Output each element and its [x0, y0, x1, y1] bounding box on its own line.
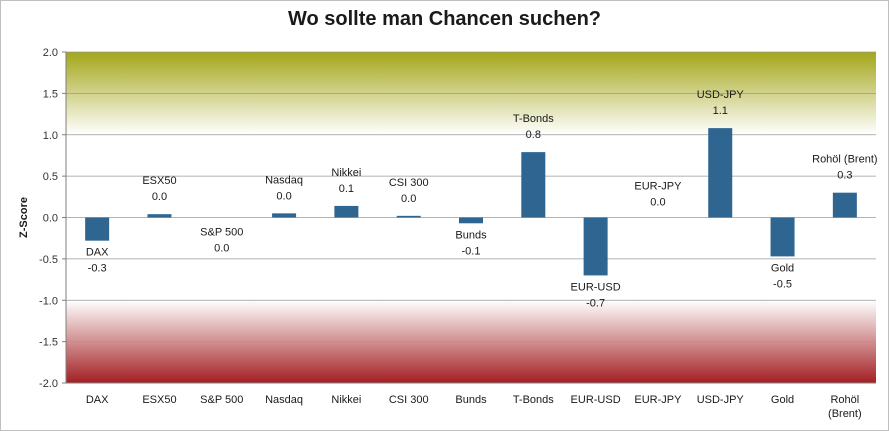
x-tick-label: Gold [771, 394, 794, 406]
data-label-name: ESX50 [142, 175, 176, 187]
x-tick-label: ESX50 [142, 394, 176, 406]
data-label-name: Nikkei [331, 167, 361, 179]
data-label-name: Rohöl (Brent) [812, 154, 877, 166]
data-label-value: 0.0 [401, 193, 416, 205]
x-tick-label: S&P 500 [200, 394, 243, 406]
data-label-value: 0.0 [214, 243, 229, 255]
y-tick-label: -1.5 [39, 337, 58, 349]
data-label-name: DAX [86, 247, 109, 259]
bar-7 [459, 217, 483, 224]
bar-4 [272, 213, 297, 218]
data-label-name: EUR-JPY [634, 181, 682, 193]
y-tick-label: 2.0 [43, 47, 58, 59]
bar-8 [521, 152, 546, 218]
data-label-name: T-Bonds [513, 113, 554, 125]
data-label-value: -0.1 [462, 245, 481, 257]
bar-2 [147, 214, 172, 218]
bar-6 [396, 215, 421, 218]
y-tick-label: 1.5 [43, 88, 58, 100]
bar-12 [770, 217, 795, 257]
bar-9 [583, 217, 608, 276]
y-tick-label: -1.0 [39, 295, 58, 307]
y-tick-label: -0.5 [39, 254, 58, 266]
y-tick-label: -2.0 [39, 378, 58, 390]
data-label-name: USD-JPY [697, 89, 745, 101]
data-label-value: 1.1 [713, 105, 728, 117]
data-label-name: EUR-USD [571, 281, 621, 293]
data-label-value: 0.1 [339, 183, 354, 195]
y-tick-label: 0.0 [43, 213, 58, 225]
y-axis-label: Z-Score [18, 197, 30, 238]
x-tick-label: DAX [86, 394, 109, 406]
x-tick-label: EUR-JPY [634, 394, 682, 406]
data-label-name: Gold [771, 262, 794, 274]
bar-1 [85, 217, 110, 241]
x-tick-label: Nikkei [331, 394, 361, 406]
data-label-value: 0.8 [526, 129, 541, 141]
x-tick-label: Rohöl [830, 394, 859, 406]
data-label-name: Bunds [455, 229, 487, 241]
chart-title: Wo sollte man Chancen suchen? [287, 8, 602, 30]
data-label-value: -0.3 [88, 263, 107, 275]
bar-13 [832, 192, 857, 218]
x-tick-label: USD-JPY [697, 394, 745, 406]
data-label-value: 0.0 [650, 197, 665, 209]
bar-11 [708, 128, 733, 218]
x-tick-label: (Brent) [828, 408, 862, 420]
x-tick-label: EUR-USD [571, 394, 621, 406]
data-label-name: Nasdaq [265, 174, 303, 186]
data-label-value: -0.7 [586, 297, 605, 309]
x-tick-label: Nasdaq [265, 394, 303, 406]
data-label-name: S&P 500 [200, 227, 243, 239]
data-label-value: 0.0 [276, 190, 291, 202]
bar-5 [334, 205, 359, 218]
data-label-value: -0.5 [773, 278, 792, 290]
data-label-value: 0.0 [152, 191, 167, 203]
x-tick-label: T-Bonds [513, 394, 554, 406]
data-label-name: CSI 300 [389, 177, 429, 189]
y-tick-label: 1.0 [43, 130, 58, 142]
y-tick-label: 0.5 [43, 171, 58, 183]
data-label-value: 0.3 [837, 170, 852, 182]
x-tick-label: Bunds [455, 394, 487, 406]
x-tick-label: CSI 300 [389, 394, 429, 406]
